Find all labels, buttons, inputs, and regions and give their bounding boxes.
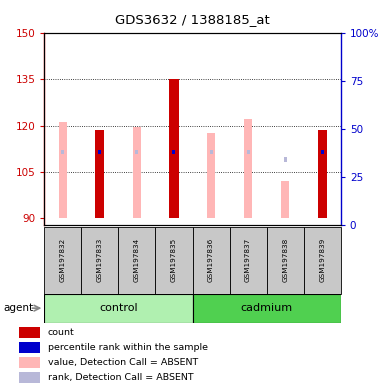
Text: GSM197837: GSM197837 <box>245 238 251 282</box>
Text: value, Detection Call = ABSENT: value, Detection Call = ABSENT <box>48 358 198 367</box>
Bar <box>321 149 324 154</box>
Bar <box>192 294 341 323</box>
Text: rank, Detection Call = ABSENT: rank, Detection Call = ABSENT <box>48 373 193 382</box>
Bar <box>229 227 266 294</box>
Bar <box>192 227 229 294</box>
Bar <box>19 343 40 353</box>
Text: control: control <box>99 303 138 313</box>
Bar <box>244 119 252 218</box>
Bar <box>119 227 156 294</box>
Bar <box>136 149 138 154</box>
Text: GSM197833: GSM197833 <box>97 238 103 282</box>
Bar <box>284 157 286 162</box>
Text: GSM197834: GSM197834 <box>134 238 140 282</box>
Text: cadmium: cadmium <box>241 303 293 313</box>
Bar <box>169 79 179 218</box>
Bar <box>19 327 40 338</box>
Text: GSM197836: GSM197836 <box>208 238 214 282</box>
Text: GSM197838: GSM197838 <box>282 238 288 282</box>
Bar <box>59 122 67 218</box>
Text: GSM197839: GSM197839 <box>319 238 325 282</box>
Bar <box>81 227 119 294</box>
Text: count: count <box>48 328 74 337</box>
Bar <box>281 181 289 218</box>
Bar <box>99 149 101 154</box>
Bar <box>267 227 304 294</box>
Bar <box>156 227 192 294</box>
Bar <box>133 127 141 218</box>
Text: GSM197835: GSM197835 <box>171 238 177 282</box>
Bar <box>44 294 192 323</box>
Bar <box>95 130 104 218</box>
Bar <box>209 149 213 154</box>
Text: agent: agent <box>4 303 34 313</box>
Bar <box>304 227 341 294</box>
Text: GDS3632 / 1388185_at: GDS3632 / 1388185_at <box>115 13 270 26</box>
Bar <box>318 130 327 218</box>
Bar <box>19 357 40 368</box>
Bar <box>247 149 249 154</box>
Bar <box>61 149 64 154</box>
Bar <box>172 149 176 154</box>
Bar <box>19 372 40 383</box>
Bar <box>207 133 215 218</box>
Text: percentile rank within the sample: percentile rank within the sample <box>48 343 208 352</box>
Text: GSM197832: GSM197832 <box>60 238 66 282</box>
Bar <box>44 227 81 294</box>
